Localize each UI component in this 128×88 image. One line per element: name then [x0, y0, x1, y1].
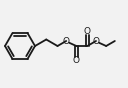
Text: O: O [63, 37, 70, 45]
Text: O: O [73, 56, 80, 65]
Text: O: O [93, 37, 99, 45]
Text: O: O [84, 27, 91, 36]
